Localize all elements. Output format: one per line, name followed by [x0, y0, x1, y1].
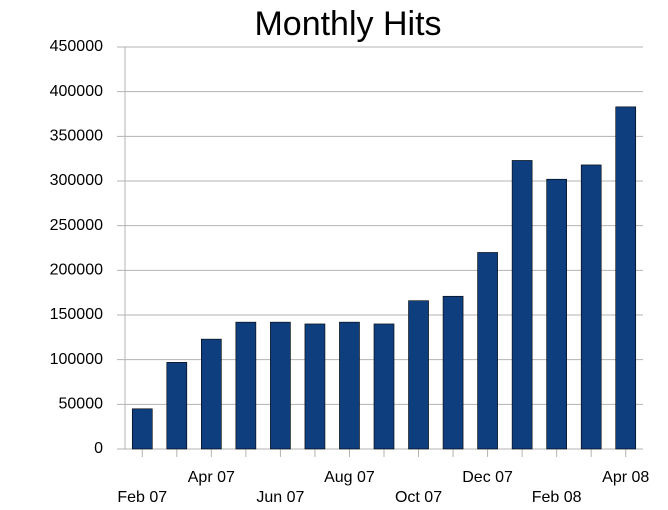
- x-tick-label: Jun 07: [256, 489, 304, 506]
- bar: [304, 323, 326, 450]
- x-tick-label: Oct 07: [395, 489, 442, 506]
- bar: [373, 323, 395, 450]
- x-tick-label: Aug 07: [324, 469, 375, 486]
- bar: [580, 164, 602, 450]
- x-tick-label: Feb 07: [117, 489, 167, 506]
- bar: [511, 160, 533, 450]
- y-tick-label: 50000: [59, 396, 104, 413]
- bar: [166, 362, 188, 450]
- x-tick-label: Feb 08: [532, 489, 582, 506]
- y-tick-label: 0: [94, 440, 103, 457]
- x-tick-label: Dec 07: [462, 469, 513, 486]
- y-tick-label: 100000: [50, 351, 103, 368]
- y-tick-label: 350000: [50, 128, 103, 145]
- bar: [615, 106, 637, 450]
- y-tick-label: 450000: [50, 38, 103, 55]
- bar: [270, 321, 291, 450]
- x-tick-label: Apr 08: [602, 469, 649, 486]
- y-tick-label: 150000: [50, 306, 103, 323]
- bar: [477, 252, 498, 450]
- bar: [408, 300, 429, 450]
- x-tick-label: Apr 07: [188, 469, 235, 486]
- y-tick-label: 200000: [50, 262, 103, 279]
- y-tick-label: 400000: [50, 83, 103, 100]
- bar: [442, 295, 464, 450]
- bar: [546, 178, 567, 450]
- y-tick-label: 250000: [50, 217, 103, 234]
- y-tick-label: 300000: [50, 172, 103, 189]
- bar: [131, 408, 153, 450]
- bar: [339, 321, 360, 450]
- chart-title: Monthly Hits: [254, 5, 441, 43]
- bar: [201, 338, 222, 450]
- bar: [235, 321, 257, 450]
